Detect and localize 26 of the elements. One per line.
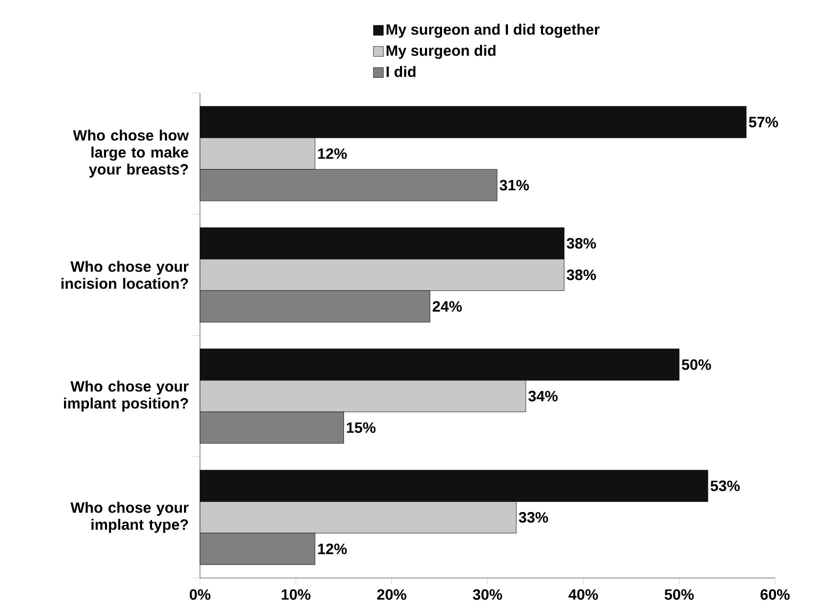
x-tick-label: 0% [190, 589, 210, 600]
data-label: 24% [432, 301, 462, 312]
legend-label: My surgeon did [386, 44, 496, 59]
data-label: 53% [710, 480, 740, 492]
x-tick-label: 10% [282, 589, 310, 600]
y-tick-label: Who chose your implant position? [64, 380, 189, 412]
data-label: 57% [748, 116, 778, 128]
y-tick-label: Who chose your incision location? [62, 260, 189, 289]
x-tick-label: 30% [472, 589, 502, 600]
data-label: 38% [566, 270, 596, 280]
data-label: 38% [566, 238, 596, 249]
data-label: 34% [528, 390, 558, 402]
legend-label: I did [386, 66, 416, 78]
data-label: 31% [500, 180, 529, 190]
data-label: 33% [518, 512, 548, 523]
x-tick-label: 60% [760, 589, 790, 600]
x-tick-label: 50% [664, 589, 694, 600]
x-tick-label: 40% [568, 589, 598, 600]
x-tick-label: 20% [377, 589, 406, 600]
data-label: 15% [346, 422, 376, 433]
legend-label: My surgeon and I did together [386, 24, 600, 38]
data-label: 50% [682, 359, 711, 370]
y-tick-label: Who chose your implant type? [70, 502, 189, 533]
data-label: 12% [318, 544, 347, 554]
data-label: 12% [318, 148, 347, 159]
y-tick-label: Who chose how large to make your breasts? [72, 130, 189, 178]
